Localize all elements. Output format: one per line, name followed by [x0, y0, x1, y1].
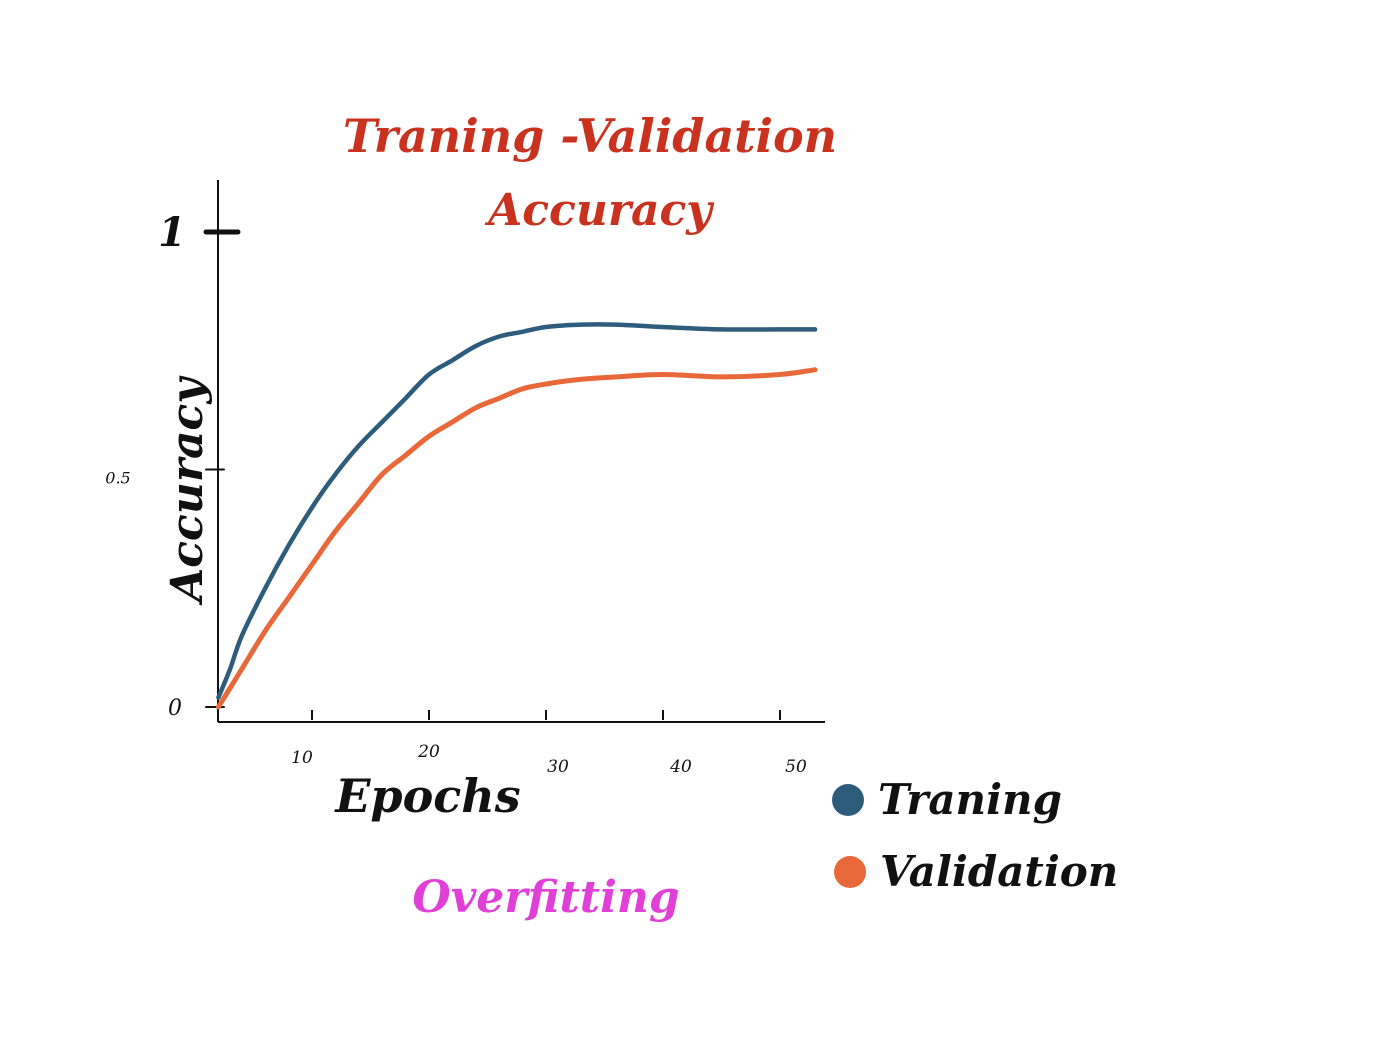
- x-tick-label-30: 30: [547, 757, 569, 777]
- legend-swatch-validation: [834, 856, 866, 888]
- text-labels: 10 20 30 40 50 0 0.5 1 Traning -Validation Accura…: [105, 109, 837, 923]
- x-tick-label-40: 40: [669, 757, 692, 777]
- tick-marks: [203, 229, 781, 720]
- x-tick-label-20: 20: [417, 742, 440, 762]
- series-lines: [215, 322, 818, 710]
- series-line-traning: [216, 322, 818, 700]
- x-axis-label: Epochs: [333, 769, 520, 823]
- y-tick-label-0.5: 0.5: [105, 469, 130, 488]
- chart-title-line-1: Traning -Validation: [343, 109, 837, 163]
- axes: [217, 180, 825, 723]
- y-tick-label-0: 0: [168, 696, 182, 721]
- series-line-validation: [215, 367, 818, 710]
- x-tick-label-10: 10: [291, 748, 313, 768]
- legend-label-validation: Validation: [880, 847, 1118, 896]
- x-tick-label-50: 50: [785, 757, 807, 777]
- y-tick-label-1: 1: [158, 209, 186, 256]
- annotation-overfitting: Overfitting: [412, 872, 679, 923]
- chart-title-line-2: Accuracy: [484, 185, 715, 236]
- legend: Traning Validation: [832, 775, 1118, 896]
- legend-swatch-traning: [832, 784, 864, 816]
- y-axis-label: Accuracy: [162, 375, 213, 606]
- legend-label-traning: Traning: [878, 775, 1062, 824]
